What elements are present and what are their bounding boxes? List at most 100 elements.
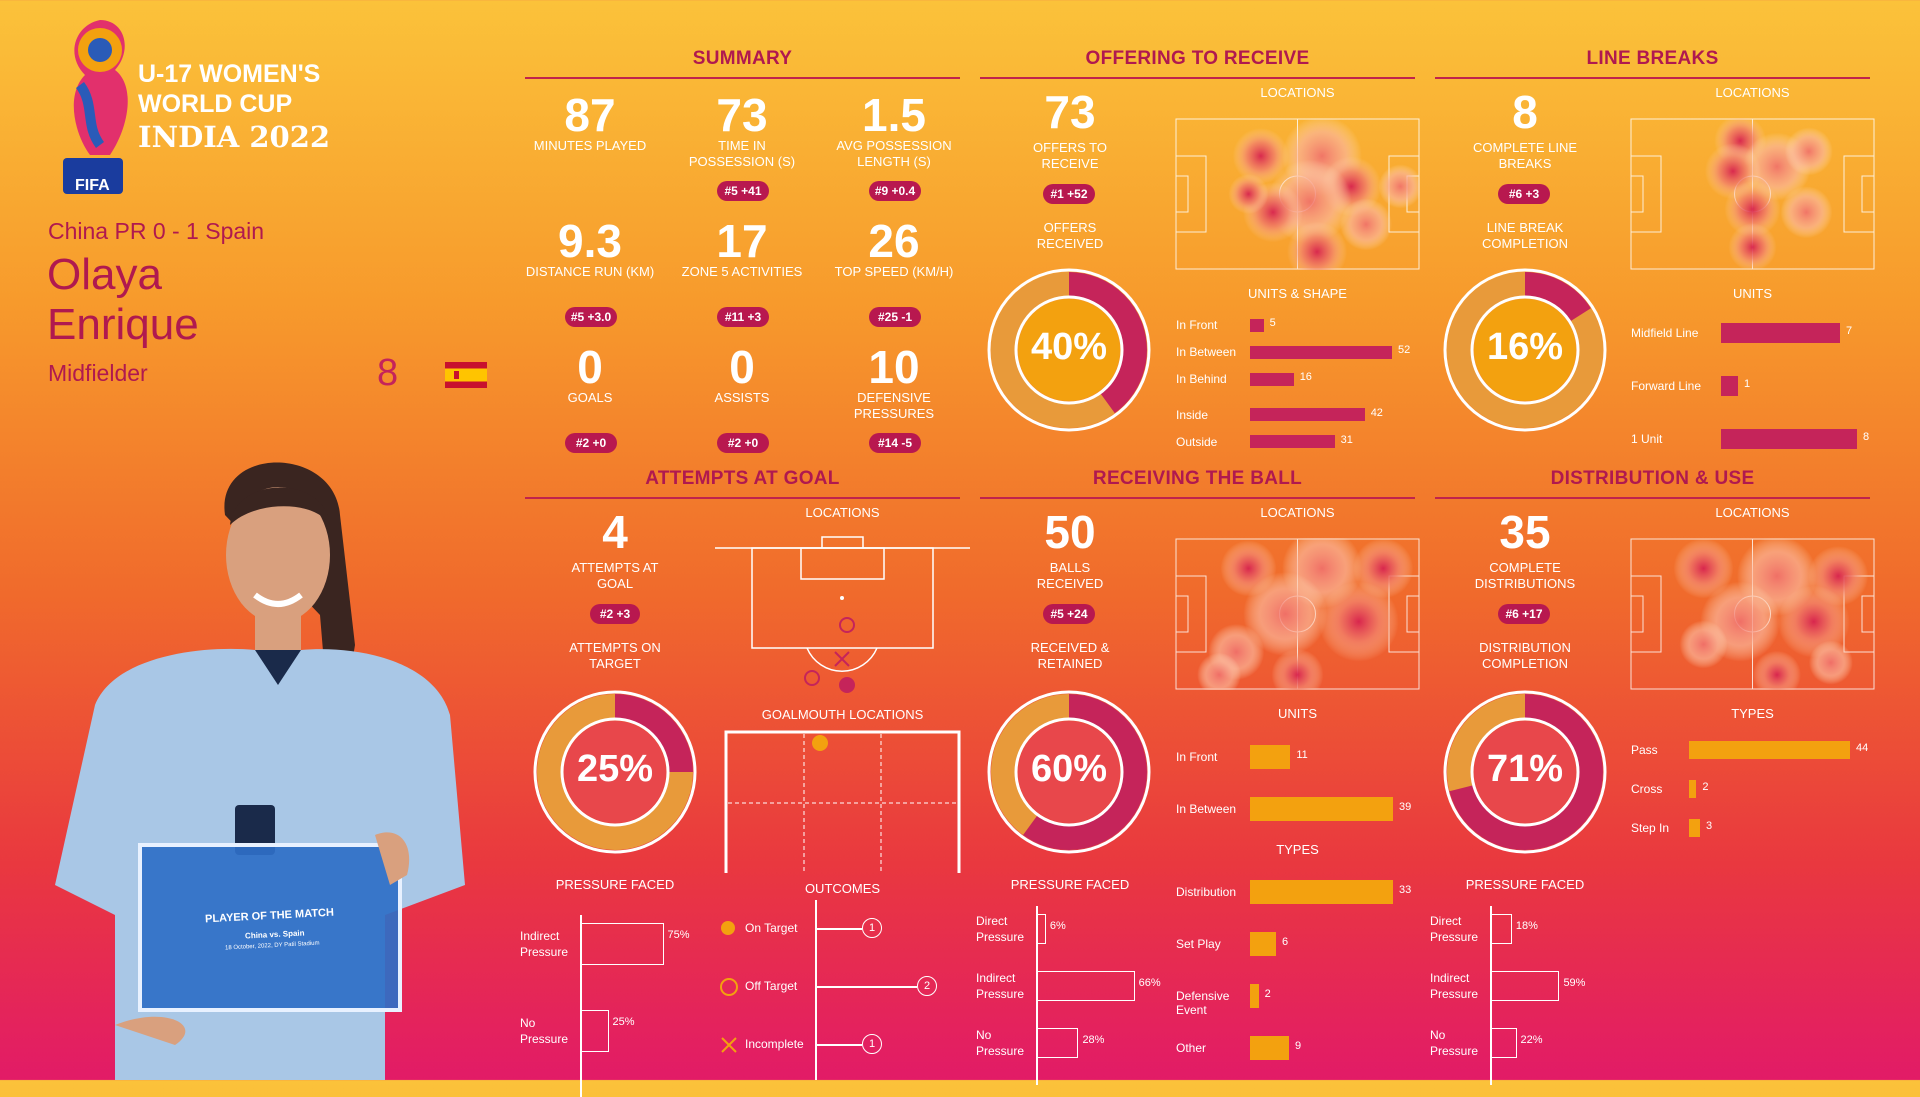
bar-fill	[1250, 408, 1365, 421]
bar-value: 44	[1856, 742, 1869, 754]
summary-stat-label: TOP SPEED (KM/H)	[834, 264, 954, 279]
linebreaks-donut: 16%	[1443, 268, 1607, 432]
attempts-donut-label: ATTEMPTS ON TARGET	[569, 640, 661, 671]
pressure-label: No Pressure	[520, 1016, 569, 1046]
attempts-pressure-title: PRESSURE FACED	[555, 877, 675, 892]
attempts-divider	[525, 497, 960, 499]
pressure-value: 22%	[1520, 1034, 1543, 1046]
bar-label: In Between	[1176, 345, 1237, 359]
offering-donut-label: OFFERS RECEIVED	[1036, 220, 1104, 251]
distribution-title: DISTRIBUTION & USE	[1550, 468, 1755, 489]
distribution-donut: 71%	[1443, 690, 1607, 854]
attempts-value: 4	[602, 506, 628, 558]
offering-divider	[980, 77, 1415, 79]
attempts-locations-label: LOCATIONS	[805, 505, 880, 520]
offering-value: 73	[1044, 86, 1096, 138]
donut-percent: 71%	[1486, 748, 1564, 790]
offering-label: OFFERS TO RECEIVE	[1033, 140, 1107, 171]
summary-stat-label: DEFENSIVE PRESSURES	[853, 390, 935, 421]
pressure-label: Direct Pressure	[1430, 914, 1479, 944]
outcome-label: Off Target	[745, 979, 798, 993]
bar-value: 9	[1295, 1040, 1302, 1052]
donut-percent: 25%	[576, 748, 654, 790]
pressure-value: 75%	[667, 929, 690, 941]
bar-value: 42	[1370, 407, 1383, 419]
bar-fill	[1689, 780, 1697, 798]
player-photo	[55, 445, 475, 1080]
pressure-bar	[1037, 1028, 1079, 1058]
heat-blob	[1780, 186, 1833, 239]
summary-title: SUMMARY	[692, 48, 793, 69]
pressure-label: Direct Pressure	[976, 914, 1025, 944]
receiving-donut: 60%	[987, 690, 1151, 854]
outcome-count: 1	[862, 1034, 882, 1054]
bar-value: 2	[1702, 781, 1709, 793]
pressure-bar	[1491, 914, 1512, 944]
bar-value: 31	[1340, 434, 1353, 446]
distribution-pressure-title: PRESSURE FACED	[1465, 877, 1585, 892]
linebreaks-value: 8	[1512, 86, 1538, 138]
attempts-shot-map	[715, 525, 970, 705]
summary-stat-badge: #2 +0	[717, 433, 769, 453]
bar-label: Cross	[1631, 782, 1663, 796]
offering-title: OFFERING TO RECEIVE	[1085, 48, 1310, 69]
bar-label: Defensive Event	[1176, 989, 1230, 1017]
bar-value: 8	[1863, 431, 1870, 443]
pressure-label: Indirect Pressure	[976, 971, 1025, 1001]
bar-label: In Between	[1176, 802, 1237, 816]
shot-marker-on-target	[839, 677, 855, 693]
donut-percent: 16%	[1486, 326, 1564, 368]
off-target-icon	[720, 978, 738, 996]
pressure-label: Indirect Pressure	[1430, 971, 1479, 1001]
bar-fill	[1721, 376, 1738, 396]
bar-fill	[1250, 745, 1291, 769]
bar-label: 1 Unit	[1631, 432, 1663, 446]
pressure-value: 25%	[612, 1016, 635, 1028]
distribution-locations-label: LOCATIONS	[1715, 505, 1790, 520]
heat-blob	[1271, 648, 1324, 690]
fifa-logo-text: FIFA	[75, 177, 110, 194]
goalmouth-map	[724, 728, 962, 873]
pressure-bar	[1491, 1028, 1517, 1058]
incomplete-icon	[720, 1036, 738, 1054]
pressure-value: 6%	[1049, 920, 1066, 932]
bar-value: 5	[1269, 317, 1276, 329]
pressure-value: 59%	[1563, 977, 1586, 989]
summary-stat-value: 0	[729, 341, 755, 393]
attempts-donut: 25%	[533, 690, 697, 854]
pressure-axis	[1036, 906, 1038, 1085]
bar-label: Inside	[1176, 408, 1209, 422]
bar-label: Set Play	[1176, 937, 1221, 951]
summary-stat-label: GOALS	[567, 390, 613, 405]
summary-stat-badge: #25 -1	[869, 307, 921, 327]
bar-fill	[1250, 932, 1276, 956]
heat-blob	[1318, 581, 1399, 662]
offering-units-title: UNITS & SHAPE	[1248, 286, 1347, 301]
donut-segment	[991, 694, 1147, 850]
outcome-bar	[817, 928, 862, 930]
receiving-pressure-title: PRESSURE FACED	[1010, 877, 1130, 892]
heat-blob	[1728, 223, 1777, 270]
receiving-heatmap	[1175, 538, 1420, 690]
distribution-label: COMPLETE DISTRIBUTIONS	[1474, 560, 1576, 591]
summary-stat-badge: #9 +0.4	[869, 181, 921, 201]
bar-label: Outside	[1176, 435, 1218, 449]
summary-stat-label: AVG POSSESSION LENGTH (S)	[836, 138, 952, 169]
bar-value: 33	[1399, 884, 1412, 896]
pressure-label: No Pressure	[1430, 1028, 1479, 1058]
pressure-bar	[1491, 971, 1560, 1001]
distribution-badge: #6 +17	[1498, 604, 1550, 624]
goalmouth-shot-marker	[812, 735, 828, 751]
heat-blob	[1679, 620, 1728, 669]
pressure-axis	[1490, 906, 1492, 1085]
heat-blob	[1784, 127, 1833, 176]
bar-fill	[1250, 880, 1393, 904]
bar-label: In Behind	[1176, 372, 1227, 386]
outcome-count: 1	[862, 918, 882, 938]
summary-stat-label: ASSISTS	[714, 390, 770, 405]
distribution-divider	[1435, 497, 1870, 499]
bar-value: 2	[1264, 988, 1271, 1000]
linebreaks-title: LINE BREAKS	[1586, 48, 1719, 69]
on-target-icon	[720, 920, 738, 938]
receiving-divider	[980, 497, 1415, 499]
